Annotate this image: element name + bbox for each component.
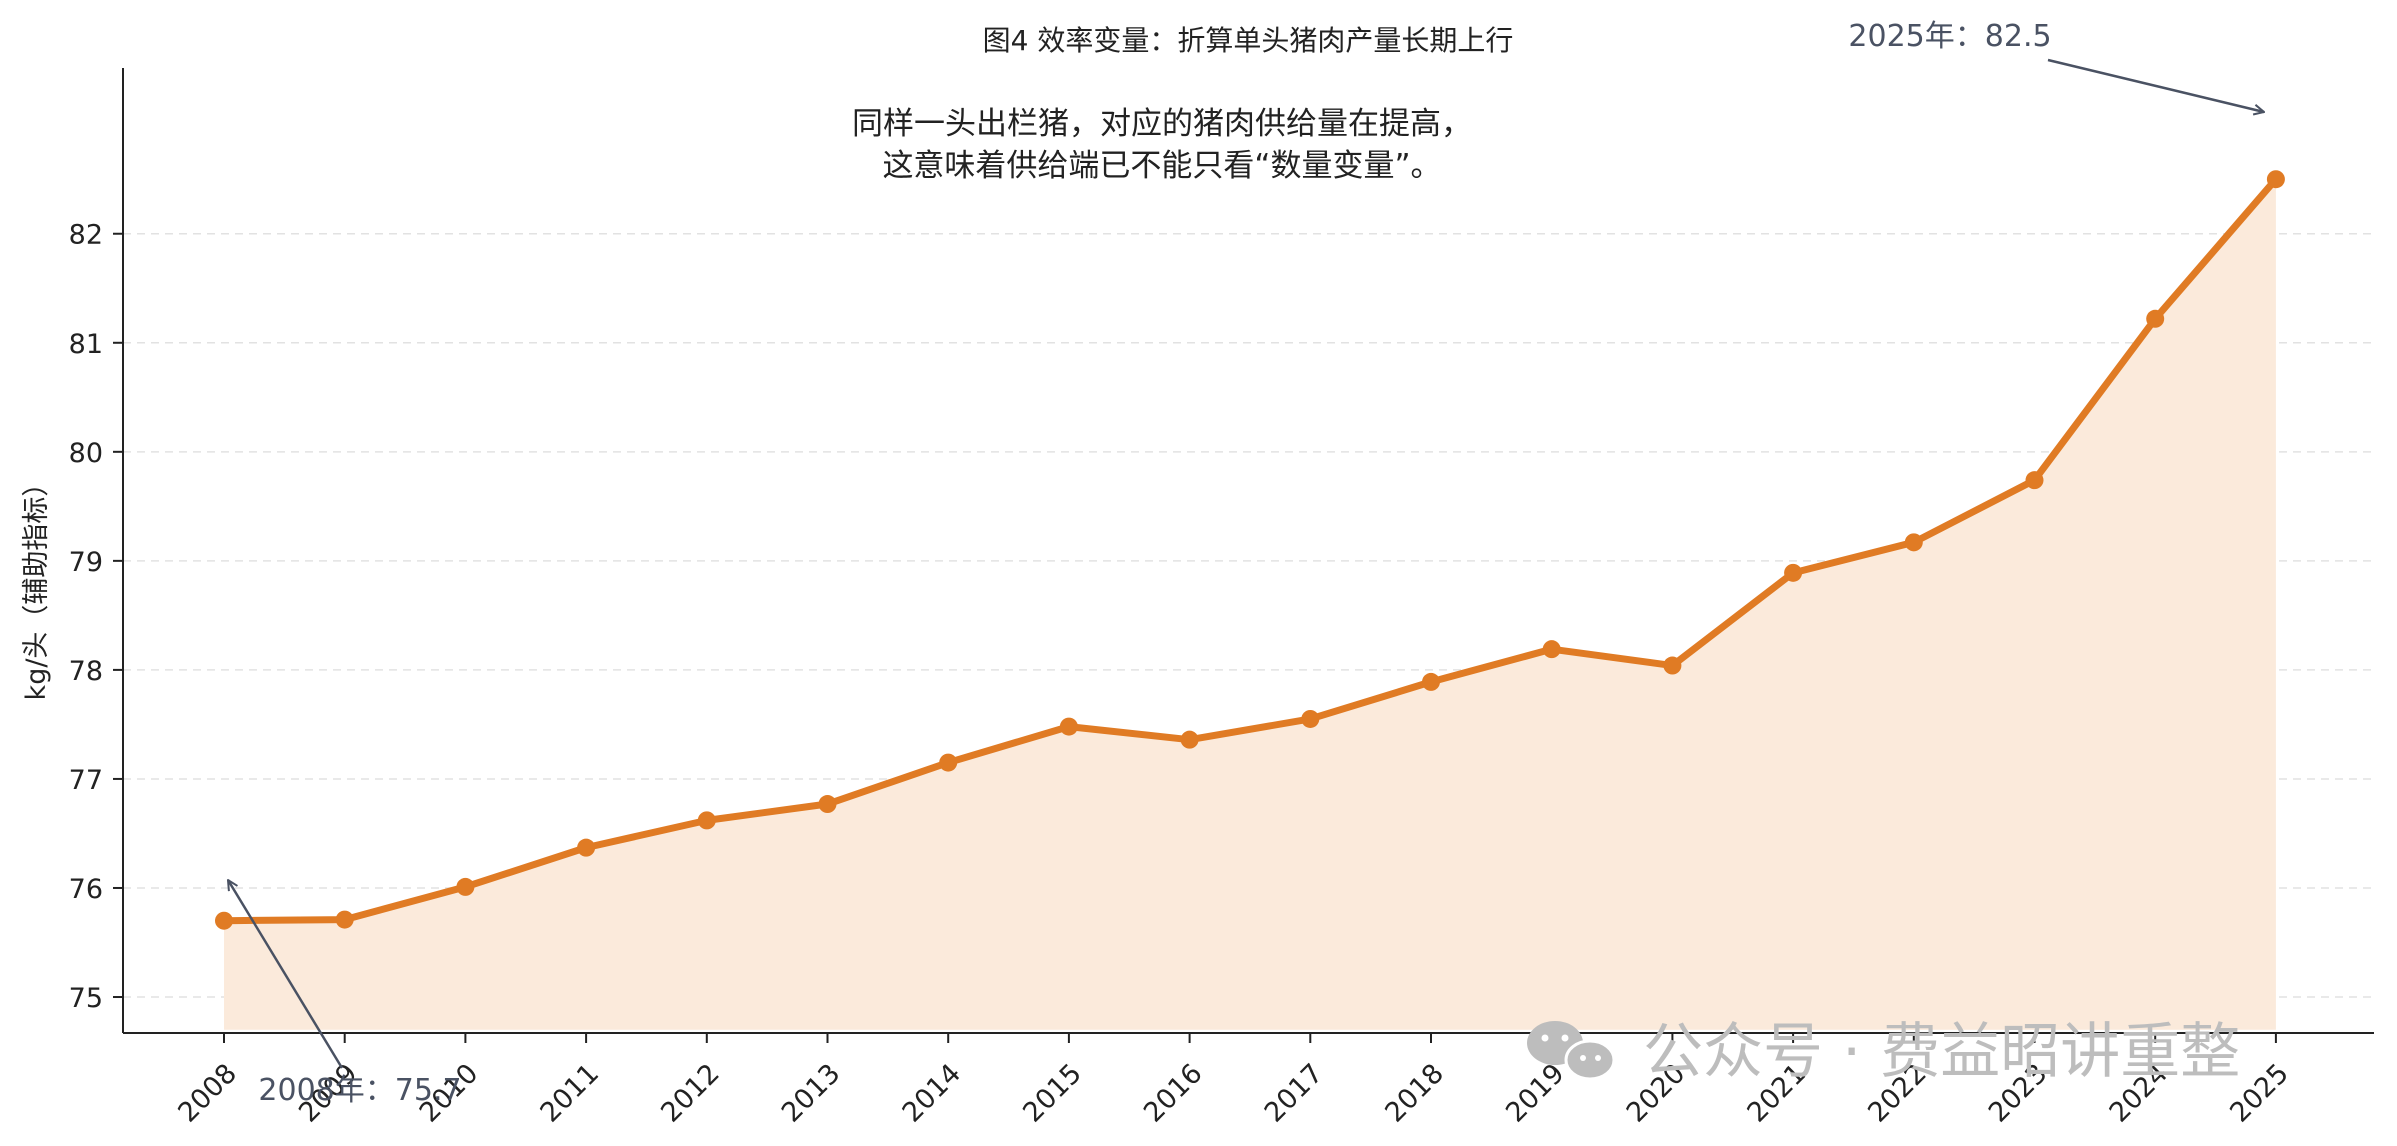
- data-point-2013: [818, 795, 837, 814]
- y-tick-label: 79: [69, 547, 103, 578]
- callout-2008-label: 2008年：75.7: [258, 1073, 461, 1108]
- y-axis-label: kg/头（辅助指标）: [21, 470, 52, 701]
- area-fill: [224, 179, 2276, 1030]
- data-point-2017: [1301, 709, 1320, 728]
- callout-2025: 2025年：82.5: [1848, 19, 2264, 112]
- y-tick-label: 75: [69, 983, 103, 1014]
- data-point-2010: [456, 877, 475, 896]
- callout-2025-label: 2025年：82.5: [1848, 19, 2051, 54]
- center-annotation: 同样一头出栏猪，对应的猪肉供给量在提高， 这意味着供给端已不能只看“数量变量”。: [852, 106, 1472, 184]
- callout-2025-arrow: [2047, 58, 2264, 112]
- x-tick-label: 2008: [172, 1058, 243, 1129]
- x-tick-label: 2018: [1379, 1058, 1450, 1129]
- y-tick-label: 77: [69, 765, 103, 796]
- x-tick-label: 2019: [1500, 1058, 1571, 1129]
- x-tick-label: 2014: [897, 1058, 968, 1129]
- data-point-2019: [1542, 640, 1561, 659]
- data-point-2024: [2146, 309, 2165, 328]
- y-tick-label: 82: [69, 220, 103, 251]
- watermark: 公众号 · 费益昭讲重整: [1527, 1017, 2240, 1087]
- watermark-text: 公众号 · 费益昭讲重整: [1643, 1017, 2240, 1087]
- x-tick-label: 2016: [1138, 1058, 1209, 1129]
- annotation-line-1: 同样一头出栏猪，对应的猪肉供给量在提高，: [852, 106, 1472, 142]
- data-points: [215, 170, 2285, 930]
- data-point-2015: [1059, 717, 1078, 736]
- y-tick-label: 78: [69, 656, 103, 687]
- data-point-2018: [1422, 672, 1440, 691]
- chart-title: 图4 效率变量：折算单头猪肉产量长期上行: [983, 24, 1514, 57]
- wechat-icon: [1527, 1021, 1616, 1081]
- data-point-2014: [939, 753, 958, 772]
- y-ticks: 75 76 77 78 79 80 81 82: [69, 220, 123, 1014]
- annotation-line-2: 这意味着供给端已不能只看“数量变量”。: [882, 148, 1441, 184]
- x-tick-label: 2011: [535, 1058, 606, 1129]
- data-point-2023: [2025, 471, 2044, 490]
- series-line: [220, 175, 2280, 925]
- y-tick-label: 81: [69, 329, 103, 360]
- data-point-2008: [215, 911, 233, 930]
- data-point-2020: [1663, 656, 1682, 675]
- data-point-2016: [1180, 730, 1199, 749]
- x-tick-label: 2012: [655, 1058, 726, 1129]
- data-point-2022: [1904, 533, 1923, 552]
- data-point-2011: [577, 838, 596, 857]
- data-point-2009: [335, 910, 354, 929]
- x-tick-label: 2015: [1017, 1058, 1088, 1129]
- y-tick-label: 76: [69, 874, 103, 905]
- x-tick-label: 2017: [1259, 1058, 1330, 1129]
- callout-2008-arrow: [228, 880, 344, 1069]
- data-point-2012: [697, 811, 716, 830]
- x-tick-label: 2013: [776, 1058, 847, 1129]
- y-tick-label: 80: [69, 438, 103, 469]
- data-point-2025: [2266, 170, 2285, 189]
- data-point-2021: [1784, 563, 1803, 582]
- callout-2008: 2008年：75.7: [228, 880, 462, 1108]
